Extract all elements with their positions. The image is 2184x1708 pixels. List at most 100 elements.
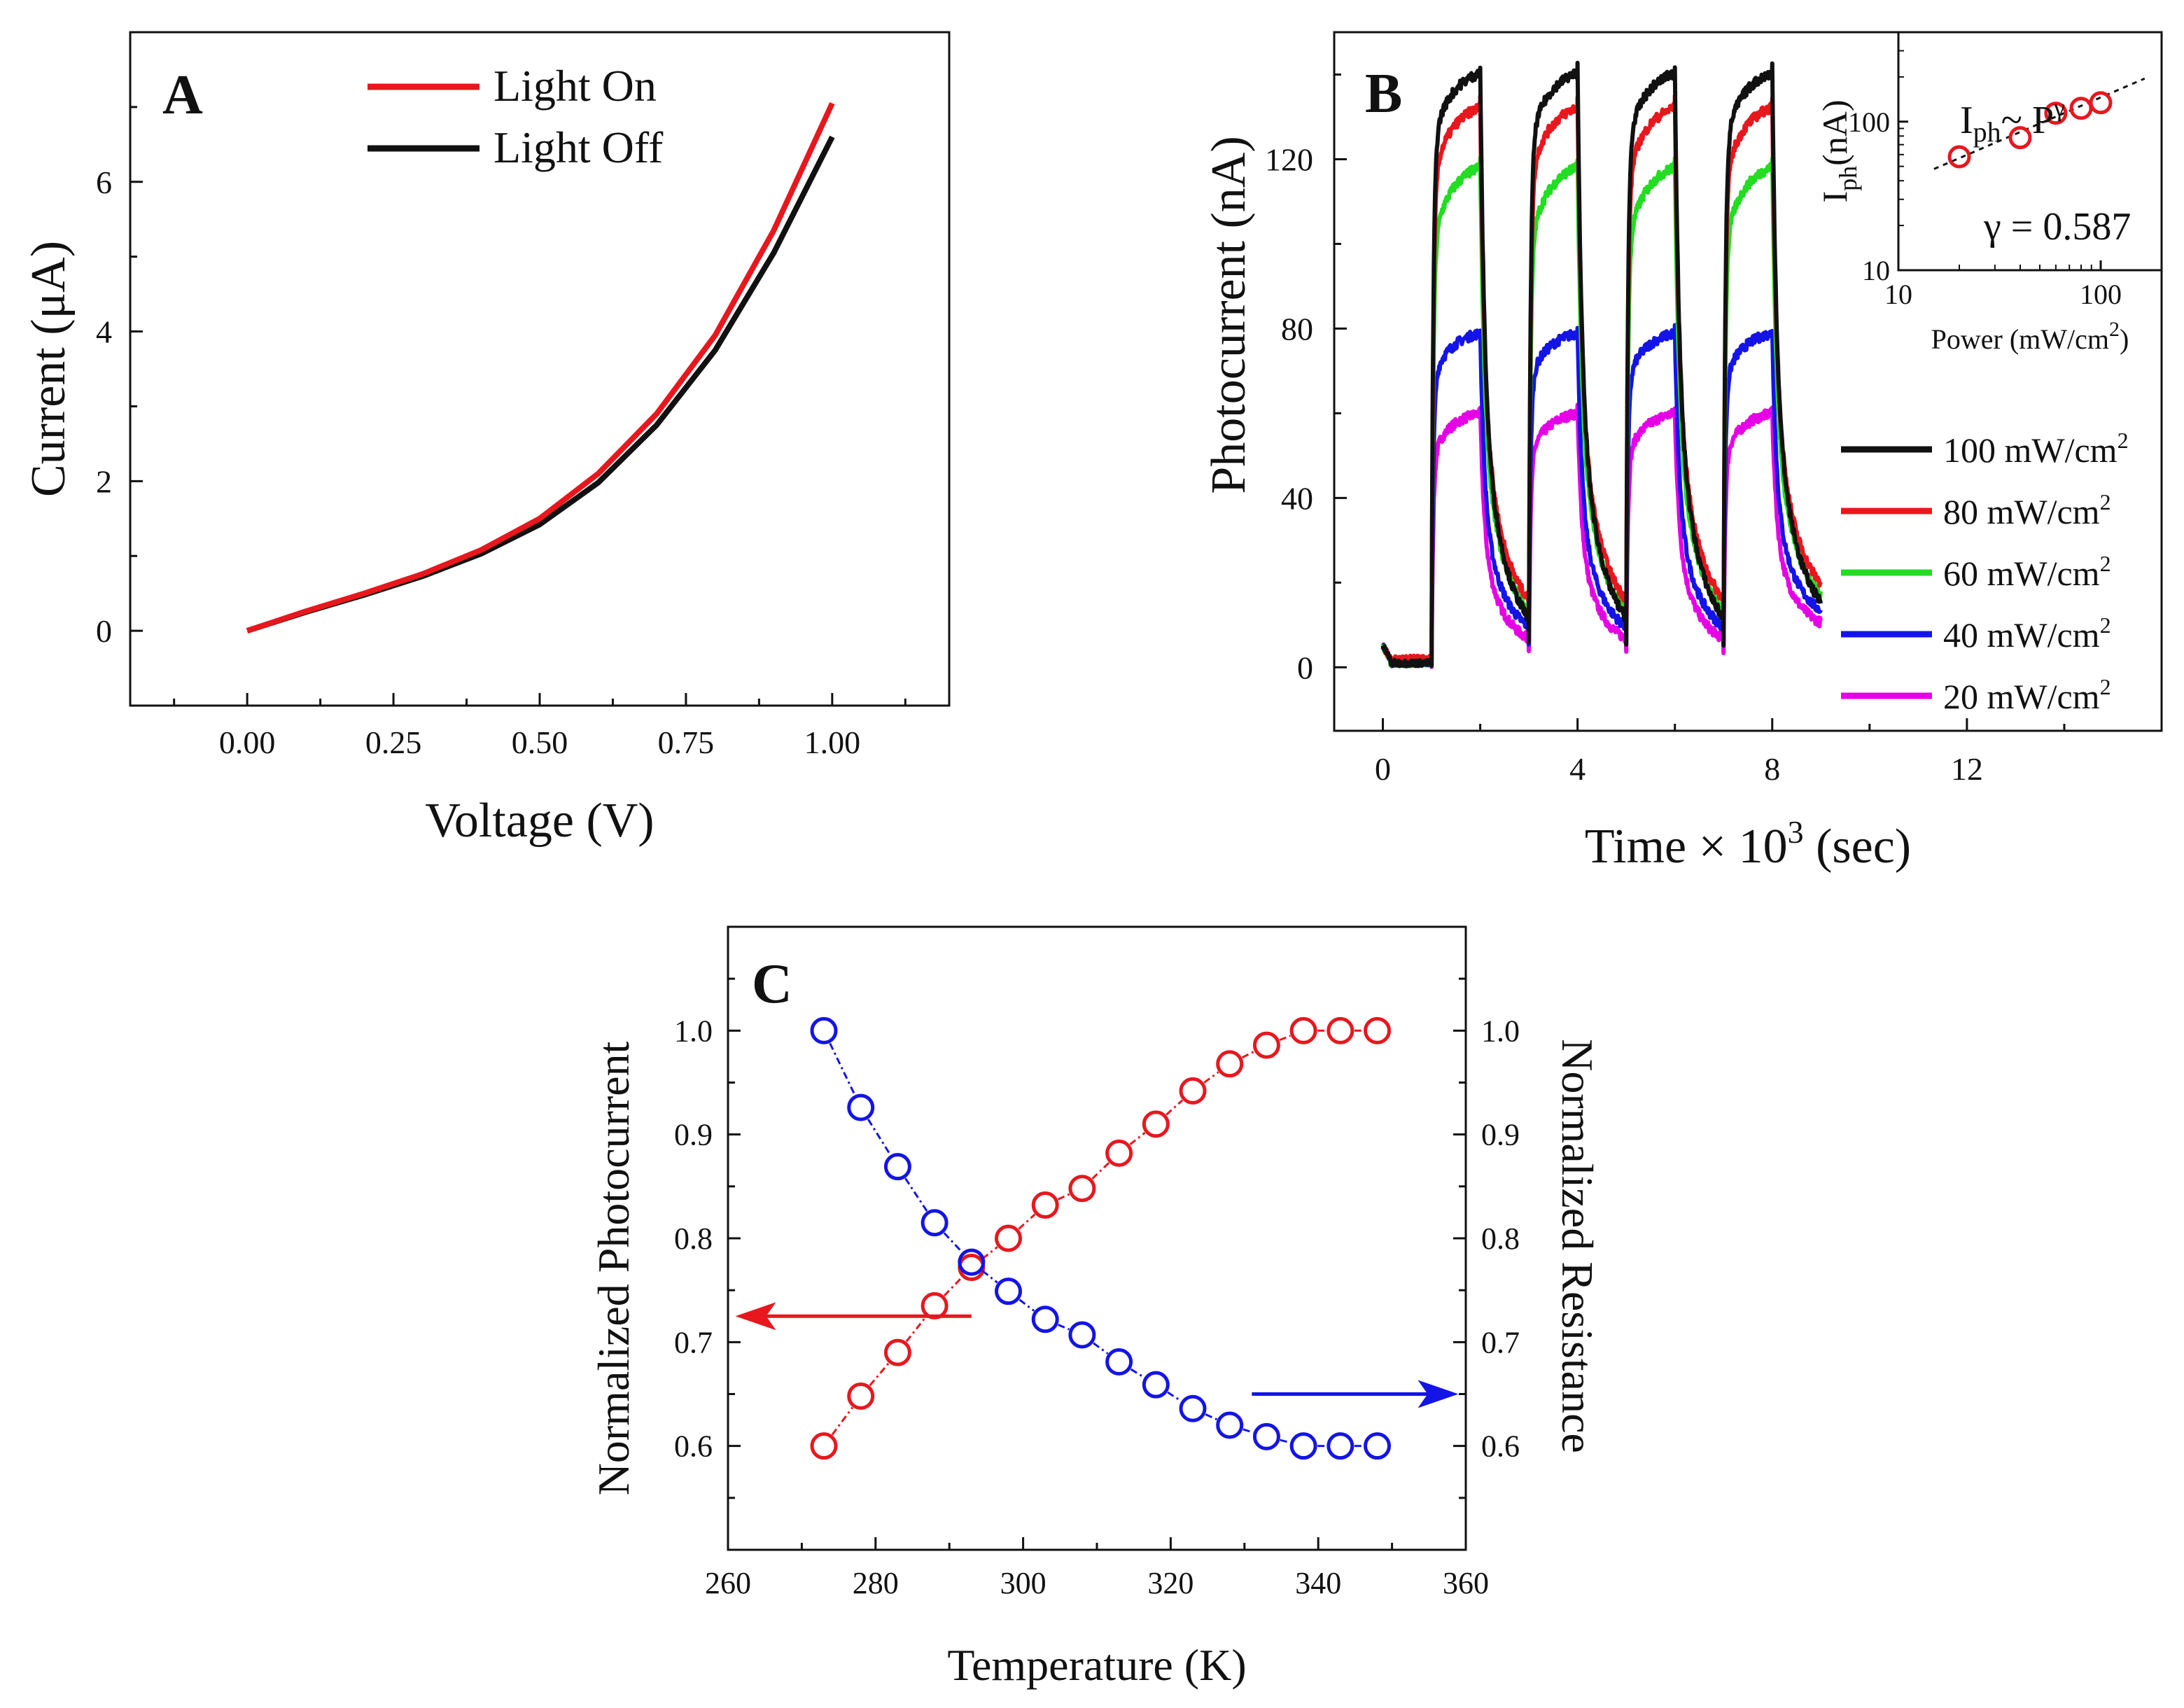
point-resistance [1179,1394,1207,1422]
panel-c-y-left-tick-label: 0.6 [674,1429,713,1464]
legend-label-100-sup: 2 [2118,428,2129,453]
connector-right [1205,1413,1218,1421]
panel-c-y-left-tick-label: 0.7 [674,1325,713,1359]
panel-c-y-right-tick-label: 0.7 [1481,1325,1520,1359]
inset-formula-mid: ~ P [2001,99,2054,142]
panel-b-x-tick-label: 12 [1951,751,1983,787]
inset-x-label-sup: 2 [2109,318,2120,341]
inset-x-label-main: Power (mW/cm [1931,323,2109,355]
legend-label-60-sup: 2 [2100,551,2111,576]
connector-right [1018,1298,1035,1312]
connector-right [904,1177,928,1212]
connector-left [869,1362,890,1387]
panel-b-y-ticks: 0 40 80 120 [1265,73,1347,685]
panel-a-y-tick-label: 2 [96,463,112,499]
point-photocurrent [1252,1031,1280,1059]
panel-c-y-left-tick-label: 1.0 [674,1014,713,1048]
legend-label-20-main: 20 mW/cm [1943,677,2100,716]
series-line-40-mw [1380,323,1823,668]
inset-point [2044,102,2068,125]
point-photocurrent [1326,1016,1354,1044]
panel-c-y-right-tick-label: 1.0 [1481,1014,1520,1048]
point-resistance [810,1016,838,1044]
panel-a-series [246,102,835,634]
panel-b-x-label-unit: (sec) [1804,820,1912,874]
panel-b-y-tick-label: 0 [1297,650,1313,685]
legend-label-100-main: 100 mW/cm [1943,430,2118,470]
inset-ticks: 10 100 10 100 [1848,50,2122,310]
inset-y-label-i: I [1815,191,1854,203]
panel-b-x-tick-label: 8 [1764,751,1780,787]
inset-formula-sup: γ [2053,94,2065,122]
panel-a-y-tick-label: 0 [96,613,112,649]
inset-point [2089,91,2113,115]
panel-b-x-label-main: Time × 10 [1585,820,1788,874]
point-resistance [1105,1348,1133,1376]
point-photocurrent [1216,1050,1244,1078]
panel-c-x-tick-label: 340 [1295,1566,1341,1600]
panel-b-frame [1333,31,2163,732]
connector-right [1093,1342,1109,1354]
point-resistance [1364,1432,1392,1460]
inset-x-label: Power (mW/cm2) [1931,318,2129,355]
connector-right [1167,1391,1182,1402]
point-resistance [847,1093,875,1121]
point-photocurrent [883,1338,911,1366]
panel-b-x-ticks: 0 4 8 12 [1375,718,2066,787]
point-photocurrent [847,1382,875,1410]
inset-y-label-sub: ph [1834,166,1862,191]
inset-point [2008,126,2032,150]
legend-label-80-main: 80 mW/cm [1943,492,2100,531]
connector-right [943,1232,963,1253]
connector-left [831,1406,854,1436]
point-resistance [1068,1321,1096,1349]
connector-left [1166,1099,1184,1116]
point-resistance [1142,1371,1170,1399]
panel-c-frame [727,925,1467,1551]
panel-c-x-tick-label: 280 [853,1566,899,1600]
panel-c-letter: C [752,953,792,1015]
panel-c-y-ticks: 0.6 0.6 0.7 0.7 0.8 0.8 0.9 0.9 1.0 1.0 [674,977,1520,1499]
point-photocurrent [1289,1016,1317,1044]
point-photocurrent [1068,1175,1096,1203]
panel-c-arrows [735,1302,1459,1408]
legend-label-light-on: Light On [493,61,657,111]
panel-a-x-tick-label: 0.75 [658,724,715,760]
panel-a-x-tick-label: 0.50 [512,724,568,760]
inset-formula: Iph~ Pγ [1960,94,2065,148]
panel-b-y-tick-label: 40 [1281,480,1313,516]
panel-b-y-label: Photocurrent (nA) [1202,136,1256,493]
connector-right [829,1042,856,1096]
inset-y-label-unit: (nA) [1815,99,1854,165]
series-line-light-off [246,135,835,634]
panel-c-y-right-tick-label: 0.6 [1481,1429,1520,1464]
connector-right [981,1270,998,1284]
inset-formula-sub: ph [1973,116,2001,148]
panel-b-letter: B [1365,63,1402,125]
panel-a-y-label: Current (μA) [22,241,76,497]
point-resistance [958,1248,986,1276]
connector-left [981,1246,998,1260]
panel-a-letter: A [162,64,203,126]
point-photocurrent [995,1224,1023,1252]
panel-c-y-label-left: Normalized Photocurrent [589,1041,638,1495]
point-photocurrent [810,1432,838,1460]
connector-right [1058,1324,1070,1331]
panel-c-y-left-tick-label: 0.9 [674,1118,713,1152]
legend-label-60-main: 60 mW/cm [1943,554,2100,593]
connector-right [1130,1368,1145,1378]
connector-left [1018,1213,1036,1230]
connector-left [1091,1162,1110,1180]
inset-formula-i: I [1960,99,1973,142]
panel-c-y-label-right: Normalized Resistance [1553,1039,1602,1453]
inset-y-tick-label: 10 [1862,255,1890,286]
connector-left [1057,1193,1070,1200]
series-line-80-mw [1381,93,1823,668]
connector-left [943,1276,963,1297]
inset-point [1947,145,1971,169]
panel-a-x-ticks: 0.00 0.25 0.50 0.75 1.00 [173,693,906,760]
point-photocurrent [920,1292,948,1320]
panel-a-x-tick-label: 0.25 [365,724,422,760]
